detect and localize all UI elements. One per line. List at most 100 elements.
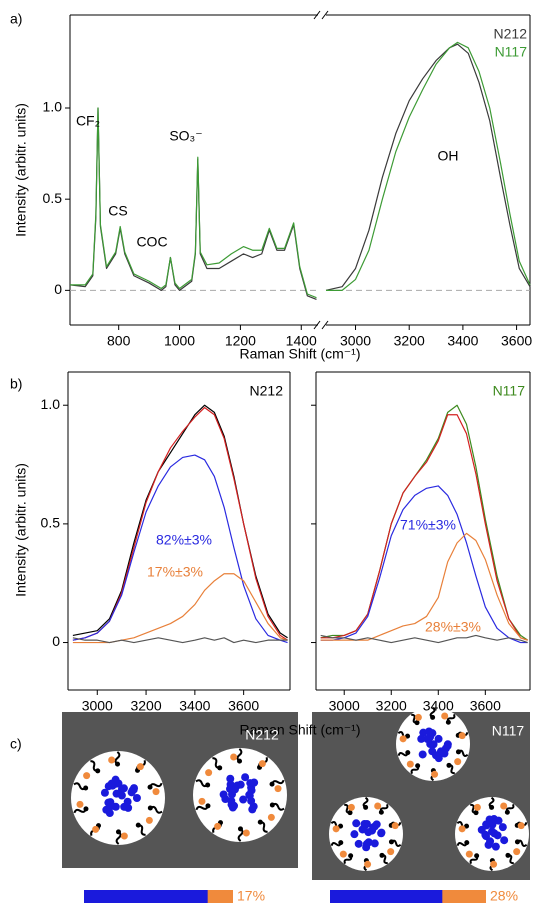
annotation: CS (108, 203, 127, 219)
cation (83, 772, 91, 780)
side-chain-end (514, 839, 520, 845)
cation (517, 822, 525, 830)
x-tick-label: 3000 (329, 698, 360, 714)
data-line (72, 573, 288, 644)
cation (205, 769, 213, 777)
water (352, 819, 361, 828)
cation (258, 760, 266, 768)
water (132, 794, 141, 803)
cation (387, 848, 395, 856)
side-chain-end (473, 810, 479, 816)
water (370, 839, 379, 848)
side-chain-end (217, 765, 223, 771)
cation (473, 803, 481, 811)
cation (431, 770, 439, 778)
water (440, 749, 449, 758)
x-tick-label: 3200 (130, 698, 161, 714)
cation (214, 822, 222, 830)
water (485, 815, 494, 824)
cation (136, 763, 144, 771)
side-chain-end (405, 750, 411, 756)
side-chain-end (348, 853, 354, 859)
cation (454, 758, 462, 766)
data-line (72, 637, 288, 644)
cation (108, 756, 116, 764)
side-chain-end (446, 762, 452, 768)
water (106, 802, 115, 811)
side-chain-end (95, 768, 101, 774)
side-chain-end (83, 806, 89, 812)
side-chain-end (455, 749, 461, 755)
cation (441, 712, 449, 720)
cluster-circle (193, 748, 287, 842)
cation (242, 829, 250, 837)
x-tick-label: 3400 (423, 698, 454, 714)
y-tick-label: 1.0 (41, 396, 61, 412)
side-chain-end (83, 785, 89, 791)
panel-label: b) (10, 376, 22, 392)
bar (207, 890, 233, 903)
y-tick-label: 0 (52, 633, 60, 649)
side-chain-end (115, 829, 121, 835)
water (418, 750, 427, 759)
cation (230, 753, 238, 761)
x-tick-label: 3200 (394, 333, 425, 349)
x-tick-label: 1400 (286, 333, 317, 349)
cation (120, 832, 128, 840)
data-line (320, 634, 528, 644)
annotation: COC (136, 234, 167, 250)
bar-track (84, 890, 233, 903)
panel-label: a) (10, 11, 22, 27)
side-chain-end (347, 810, 353, 816)
side-chain-end (257, 819, 263, 825)
cation (92, 825, 100, 833)
water (104, 782, 113, 791)
legend-label: N117 (493, 383, 526, 399)
side-chain-end (489, 804, 495, 810)
water (117, 791, 126, 800)
water (498, 823, 507, 832)
category-label: N212 (245, 727, 279, 743)
side-chain-end (464, 823, 470, 829)
water (230, 785, 239, 794)
x-tick-label: 3400 (179, 698, 210, 714)
x-tick-label: 3600 (228, 698, 259, 714)
cation (347, 803, 355, 811)
side-chain-end (430, 714, 436, 720)
x-tick-label: 3200 (376, 698, 407, 714)
side-chain-end (147, 784, 153, 790)
water (424, 727, 433, 736)
cation (458, 732, 466, 740)
break-mark (321, 10, 329, 20)
data-line (69, 43, 531, 301)
x-axis-label: Raman Shift (cm⁻¹) (240, 346, 361, 362)
side-chain-end (338, 840, 344, 846)
data-line (70, 41, 531, 299)
water (350, 830, 359, 839)
side-chain-end (338, 823, 344, 829)
cation (364, 860, 372, 868)
cation (76, 800, 84, 808)
data-line (72, 404, 288, 639)
water (434, 734, 443, 743)
cation (374, 802, 382, 810)
cation (490, 860, 498, 868)
cation (406, 760, 414, 768)
side-chain-end (115, 761, 121, 767)
cation (267, 813, 275, 821)
side-chain-end (445, 719, 451, 725)
side-chain-end (405, 733, 411, 739)
value-label: 17% (237, 888, 265, 904)
water (221, 795, 230, 804)
water (245, 791, 254, 800)
data-line (72, 454, 288, 644)
x-tick-label: 3600 (501, 333, 532, 349)
annotation: 17%±3% (147, 564, 203, 580)
data-line (320, 414, 528, 641)
y-axis-label: Intensity (arbitr. units) (13, 103, 29, 237)
legend-label: N212 (494, 26, 528, 42)
ionomer-cluster (455, 796, 529, 872)
side-chain-end (414, 720, 420, 726)
x-tick-label: 3000 (340, 333, 371, 349)
